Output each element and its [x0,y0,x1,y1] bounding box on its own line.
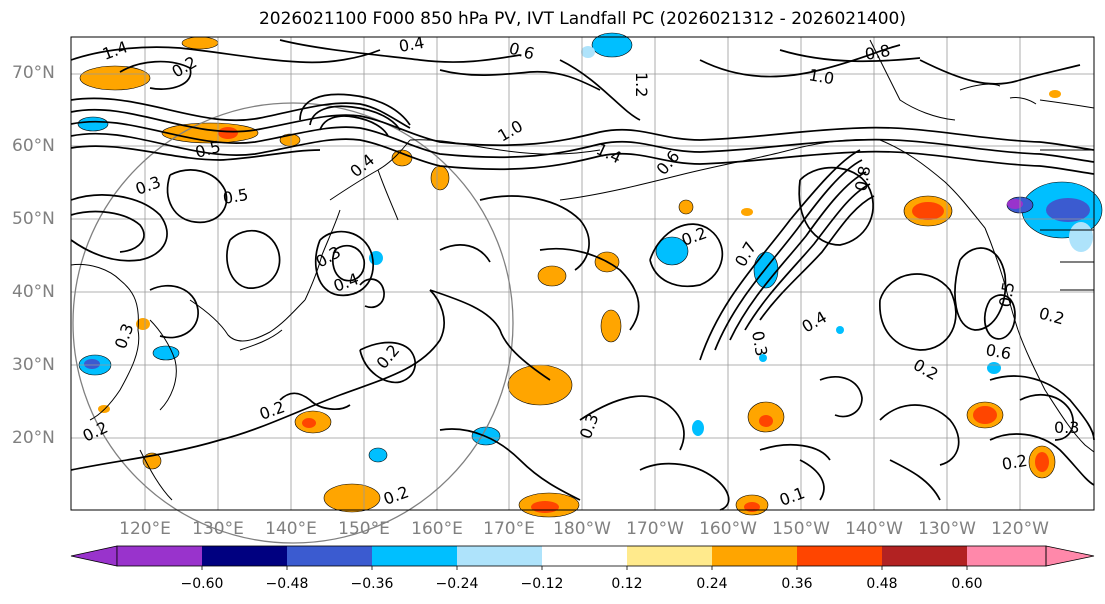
colorbar-bin [117,546,202,566]
lon-label-140w: 140°W [845,519,903,539]
colorbar-bin [457,546,542,566]
lat-label-20n: 20°N [12,428,55,448]
shaded-positive-anomalies [79,36,1061,518]
contour-label: 0.2 [1000,451,1028,474]
lon-label-120w: 120°W [991,519,1049,539]
map-panel [71,37,1094,510]
contour-label: 1.2 [632,72,651,97]
lat-label-40n: 40°N [12,282,55,302]
colorbar-extend-high [1045,545,1095,567]
lon-label-160e: 160°E [411,519,463,539]
colorbar-frame [116,545,1047,567]
map-title: 2026021100 F000 850 hPa PV, IVT Landfall… [258,9,906,29]
colorbar-tick-label: −0.60 [180,576,224,592]
colorbar-extend-low [70,545,118,567]
lon-label-150e: 150°E [338,519,390,539]
colorbar-bin [287,546,372,566]
colorbar-tick-label: 0.60 [951,576,983,592]
reference-circle [72,102,514,544]
colorbar-tick-label: 0.48 [866,576,898,592]
colorbar-tick-label: −0.24 [435,576,479,592]
colorbar-bin [967,546,1046,566]
colorbar-bin [202,546,287,566]
lon-label-130w: 130°W [918,519,976,539]
lon-label-120e: 120°E [119,519,171,539]
lon-label-140e: 140°E [265,519,317,539]
colorbar-bin [627,546,712,566]
lon-label-170e: 170°E [483,519,535,539]
colorbar-tick-label: 0.36 [781,576,813,592]
contour-label: 0.8 [851,164,874,192]
colorbar-tick-label: −0.48 [265,576,309,592]
colorbar-tick-label: 0.12 [611,576,643,592]
contour-label: 0.8 [863,41,891,64]
lon-label-180w: 180°W [553,519,611,539]
coastlines [70,39,1095,501]
contour-label: 0.5 [221,185,249,208]
contour-label: 1.0 [807,65,835,88]
colorbar-bin [372,546,457,566]
colorbar-tick-label: −0.12 [520,576,564,592]
contour-label: 0.3 [748,329,771,357]
colorbar-tick-label: 0.24 [696,576,728,592]
colorbar-bin [882,546,967,566]
contour-label: 0.4 [397,33,425,56]
contour-label: 0.5 [995,280,1018,308]
contour-label: 0.3 [1054,418,1079,437]
lat-label-30n: 30°N [12,355,55,375]
pv-contours [70,39,1095,511]
lon-label-160w: 160°W [699,519,757,539]
colorbar-bin [542,546,627,566]
contour-label: 0.6 [984,340,1012,363]
colorbar-bin [797,546,882,566]
lat-label-50n: 50°N [12,209,55,229]
lon-label-130e: 130°E [192,519,244,539]
colorbar-bin [712,546,797,566]
colorbar-tick-label: −0.36 [350,576,394,592]
lon-label-150w: 150°W [772,519,830,539]
lon-label-170w: 170°W [626,519,684,539]
map-frame [70,36,1095,511]
lat-label-70n: 70°N [12,63,55,83]
lat-label-60n: 60°N [12,136,55,156]
colorbar [70,545,1095,570]
